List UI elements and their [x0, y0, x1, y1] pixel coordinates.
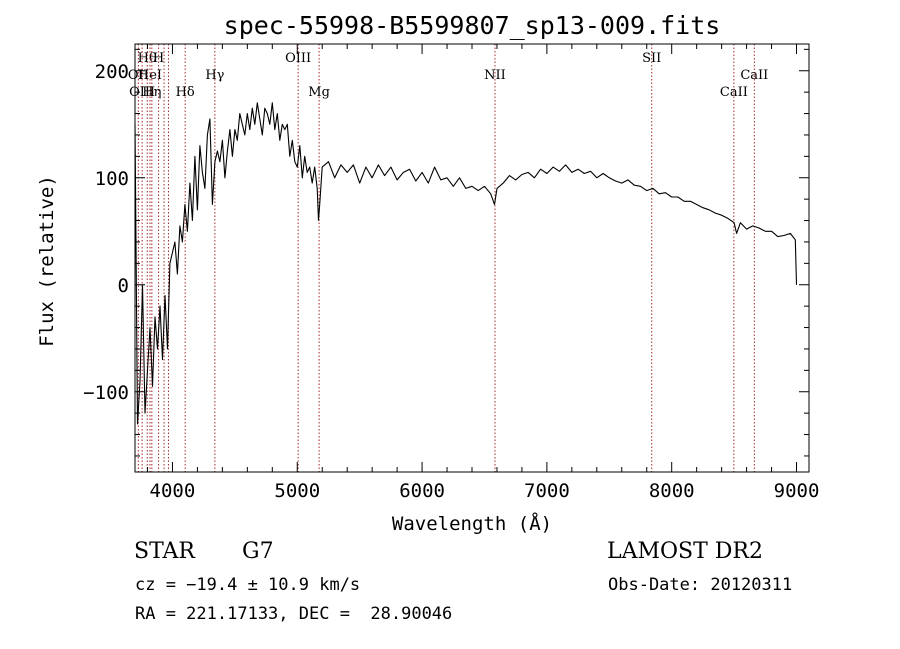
y-axis-label: Flux (relative): [36, 175, 58, 347]
marker-label-1: H: [153, 51, 164, 66]
marker-label-9: Mg: [308, 85, 330, 100]
marker-label-11: SII: [642, 51, 661, 66]
chart-title: spec-55998-B5599807_sp13-009.fits: [224, 11, 721, 40]
marker-label-6: Hη: [142, 85, 161, 100]
marker-label-7: Hδ: [176, 85, 195, 100]
sky-coordinates: RA = 221.17133, DEC = 28.90046: [135, 604, 453, 624]
x-tick-label-1: 5000: [274, 480, 320, 502]
marker-label-5: OIII: [129, 85, 155, 100]
y-tick-label-3: 200: [95, 61, 129, 83]
x-tick-label-4: 8000: [649, 480, 695, 502]
marker-label-2: OII: [128, 68, 149, 83]
redshift-velocity: cz = −19.4 ± 10.9 km/s: [135, 575, 361, 595]
marker-label-4: Hγ: [205, 68, 224, 83]
object-type: STAR: [134, 539, 195, 564]
x-axis-label: Wavelength (Å): [392, 512, 552, 535]
marker-label-12: CaII: [720, 85, 748, 100]
spectrum-series: [134, 102, 798, 425]
marker-label-3: HeI: [138, 68, 162, 83]
survey-name: LAMOST DR2: [607, 539, 763, 564]
y-tick-label-2: 100: [95, 168, 129, 190]
plot-frame: [134, 43, 810, 473]
marker-label-8: OIII: [285, 51, 311, 66]
x-tick-label-3: 7000: [524, 480, 570, 502]
x-tick-label-0: 4000: [150, 480, 196, 502]
observation-date: Obs-Date: 20120311: [608, 575, 793, 595]
object-subclass: G7: [242, 539, 274, 564]
spectrum-line: [134, 102, 798, 425]
marker-label-10: NII: [484, 68, 506, 83]
x-axis: 4000 5000 6000 7000 8000 9000: [146, 44, 820, 502]
x-tick-label-2: 6000: [399, 480, 445, 502]
y-tick-label-0: −100: [83, 382, 129, 404]
marker-label-13: CaII: [740, 68, 768, 83]
y-tick-label-1: 0: [118, 275, 129, 297]
x-tick-label-5: 9000: [774, 480, 820, 502]
y-axis: −100 0 100 200: [83, 48, 809, 457]
